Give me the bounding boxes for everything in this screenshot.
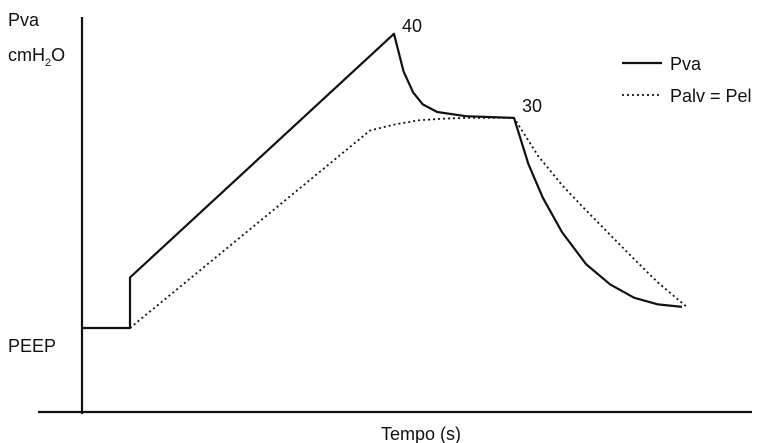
legend: Pva Palv = Pel (622, 54, 752, 106)
series-line-palv-pel (129, 117, 688, 329)
series-line-pva (82, 32, 683, 330)
y-tick-label-peep: PEEP (8, 336, 56, 356)
annotation-peak-value: 40 (402, 16, 422, 36)
y-axis-label-line2: cmH2O (8, 45, 65, 69)
legend-label-palv-pel: Palv = Pel (670, 86, 752, 106)
y-axis-label-line1: Pva (8, 10, 40, 30)
annotation-plateau-value: 30 (522, 96, 542, 116)
x-axis-label: Tempo (s) (381, 424, 461, 443)
legend-label-pva: Pva (670, 54, 702, 74)
